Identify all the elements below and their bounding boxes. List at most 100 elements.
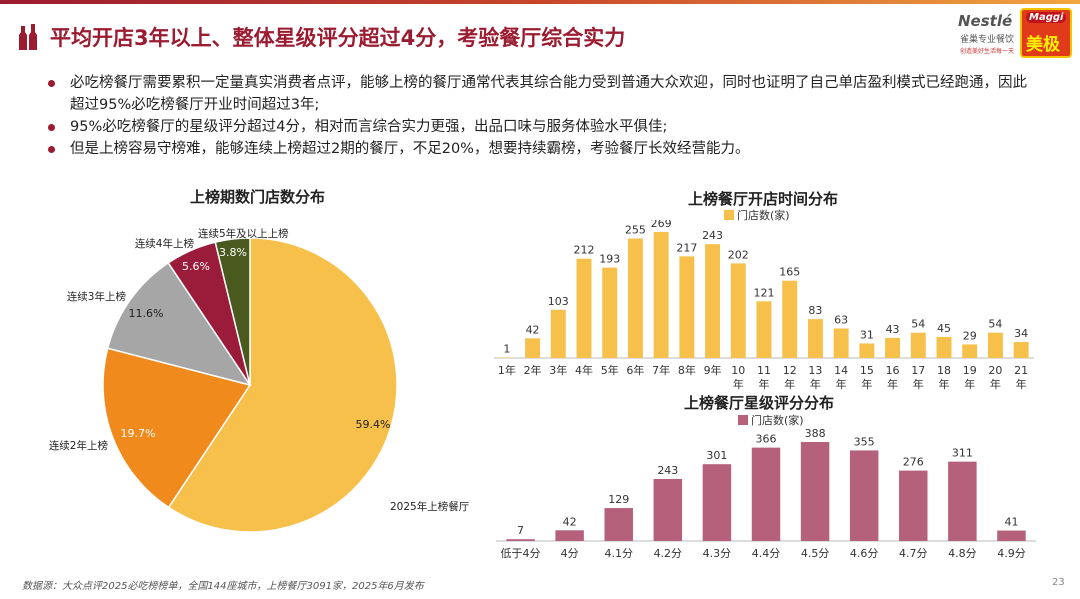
bar — [800, 442, 830, 541]
bar-value-label: 54 — [911, 318, 925, 331]
x-tick-label: 4.3分 — [703, 547, 732, 560]
page-title: 平均开店3年以上、整体星级评分超过4分，考验餐厅综合实力 — [50, 26, 626, 50]
bar-value-label: 121 — [754, 286, 775, 299]
bar-value-label: 243 — [702, 229, 723, 242]
bar — [653, 232, 669, 358]
x-tick-label: 8年 — [678, 363, 696, 377]
nestle-slogan: 创造美好生活每一天 — [960, 48, 1015, 55]
bar-value-label: 43 — [886, 323, 900, 336]
top-accent-bar — [0, 0, 1080, 4]
bar — [576, 258, 592, 358]
bar — [987, 332, 1003, 358]
bar — [1013, 342, 1029, 358]
x-tick-label-suffix: 年 — [810, 377, 821, 391]
bar-value-label: 276 — [903, 456, 924, 469]
bullet-dot-icon — [48, 124, 55, 131]
x-tick-label: 4.6分 — [850, 547, 879, 560]
x-tick-label-suffix: 年 — [759, 377, 770, 391]
page-number: 23 — [1052, 577, 1065, 588]
source-note: 数据源：大众点评2025必吃榜榜单，全国144座城市，上榜餐厅3091家，202… — [22, 581, 424, 592]
x-tick-label: 4.7分 — [899, 547, 928, 560]
x-tick-label-suffix: 年 — [836, 377, 847, 391]
legend-swatch — [738, 415, 748, 425]
x-tick-label: 4分 — [561, 547, 579, 560]
bar — [833, 328, 849, 358]
bar — [506, 539, 535, 541]
bullet-item: 必吃榜餐厅需要累积一定量真实消费者点评，能够上榜的餐厅通常代表其综合能力受到普通… — [40, 72, 1040, 116]
bar — [602, 267, 618, 358]
bullet-text: 必吃榜餐厅需要累积一定量真实消费者点评，能够上榜的餐厅通常代表其综合能力受到普通… — [70, 75, 1027, 113]
bar — [525, 338, 541, 358]
x-tick-label: 20 — [988, 364, 1002, 377]
bar-value-label: 1 — [503, 343, 510, 356]
bar — [604, 508, 633, 541]
bullet-text: 95%必吃榜餐厅的星级评分超过4分，相对而言综合实力更强，出品口味与服务体验水平… — [70, 119, 668, 135]
maggi-logo: Maggi 美极 — [1020, 8, 1072, 58]
bar-value-label: 34 — [1014, 327, 1028, 340]
bar-value-label: 7 — [517, 524, 524, 537]
x-tick-label: 19 — [963, 364, 977, 377]
x-tick-label: 5年 — [601, 363, 619, 377]
x-tick-label: 4.1分 — [604, 547, 633, 560]
pie-slice — [214, 237, 251, 386]
wine-bottles-icon — [19, 24, 37, 50]
pie-chart: 59.4% 2025年上榜餐厅 19.7% 连续2年上榜 11.6%连续3年上榜 5.6%… — [49, 227, 469, 533]
x-tick-label-suffix: 年 — [1016, 377, 1027, 391]
bar — [849, 450, 879, 541]
bar — [730, 263, 746, 358]
bar-value-label: 29 — [963, 329, 977, 342]
rating-chart-legend: 门店数(家) — [738, 412, 804, 428]
nestle-logo: Nestlé 雀巢专业餐饮 创造美好生活每一天 — [952, 10, 1018, 58]
pie-slice — [167, 237, 398, 533]
x-tick-label: 18 — [937, 364, 951, 377]
bar-value-label: 83 — [808, 304, 822, 317]
opening-bar-chart: 11年422年1033年2124年1935年2556年2697年2178年243… — [494, 220, 1034, 391]
bullet-dot-icon — [48, 80, 55, 87]
bar — [756, 301, 772, 358]
bar-value-label: 165 — [779, 266, 800, 279]
pie-value-label: 19.7% — [121, 427, 156, 440]
bar-value-label: 355 — [854, 435, 875, 448]
bar — [705, 244, 721, 358]
bar-value-label: 269 — [651, 220, 672, 230]
bullet-text: 但是上榜容易守榜难，能够连续上榜超过2期的餐厅，不足20%，想要持续霸榜，考验餐… — [70, 141, 750, 157]
x-tick-label: 4.8分 — [948, 547, 977, 560]
bar-value-label: 45 — [937, 322, 951, 335]
opening-chart-legend: 门店数(家) — [724, 207, 790, 223]
bar — [910, 332, 926, 358]
pie-category-label: 连续4年上榜 — [135, 237, 194, 250]
bar — [807, 319, 823, 358]
rating-bar-chart: 7 低于4分 42 4分 129 4.1分 243 4.2分 301 4.3分 366 4.4分 388… — [496, 427, 1036, 560]
bar-value-label: 388 — [805, 427, 826, 440]
x-tick-label: 6年 — [626, 363, 644, 377]
x-tick-label: 16 — [886, 364, 900, 377]
rating-chart-title: 上榜餐厅星级评分分布 — [684, 394, 835, 412]
bar — [751, 447, 781, 541]
bar-value-label: 202 — [728, 248, 749, 261]
x-tick-label-suffix: 年 — [733, 377, 744, 391]
pie-chart-title: 上榜期数门店数分布 — [190, 188, 326, 206]
pie-value-label: 3.8% — [219, 246, 247, 259]
bar — [899, 470, 928, 541]
pie-slice — [102, 347, 252, 509]
bar-value-label: 212 — [574, 244, 595, 257]
bar — [948, 461, 977, 541]
x-tick-label: 17 — [911, 364, 925, 377]
x-tick-label: 14 — [834, 364, 848, 377]
x-tick-label: 21 — [1014, 364, 1028, 377]
x-tick-label: 4.4分 — [752, 547, 781, 560]
pie-value-label: 11.6% — [129, 307, 164, 320]
bar — [997, 530, 1026, 541]
bar — [782, 280, 798, 358]
bar — [936, 336, 952, 358]
bar-value-label: 31 — [860, 328, 874, 341]
x-tick-label: 低于4分 — [501, 547, 541, 560]
x-tick-label: 9年 — [704, 363, 722, 377]
x-tick-label-suffix: 年 — [784, 377, 795, 391]
x-tick-label: 15 — [860, 364, 874, 377]
nestle-brand: Nestlé — [958, 12, 1013, 30]
x-tick-label: 3年 — [549, 363, 567, 377]
x-tick-label: 10 — [731, 364, 745, 377]
x-tick-label: 13 — [808, 364, 822, 377]
x-tick-label-suffix: 年 — [939, 377, 950, 391]
